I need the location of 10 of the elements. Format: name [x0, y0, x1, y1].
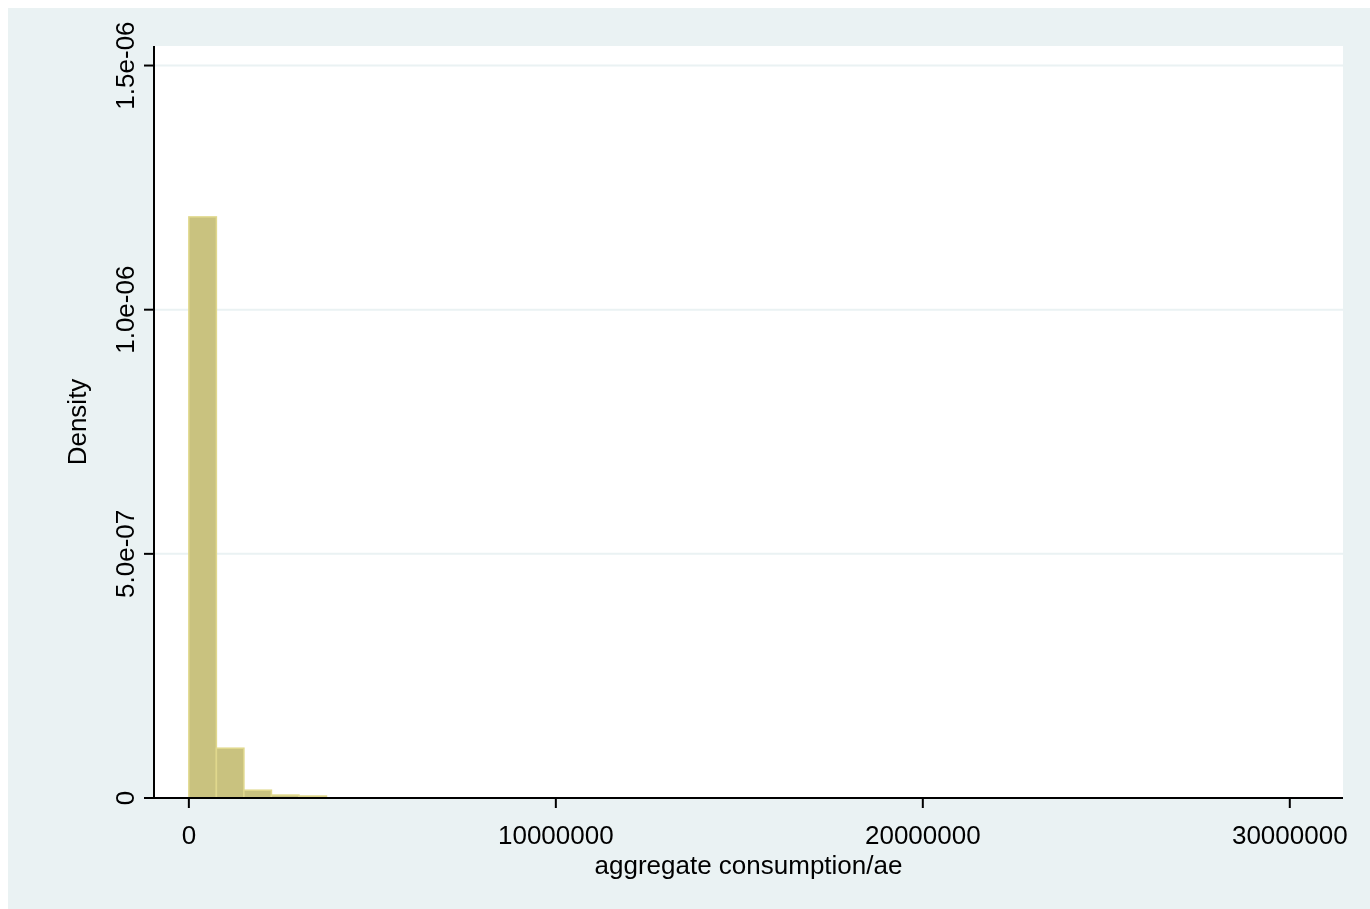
y-axis-title: Density: [62, 378, 92, 466]
y-tick-label: 1.5e-06: [110, 21, 140, 110]
x-axis-title: aggregate consumption/ae: [594, 850, 903, 880]
x-tick-label: 30000000: [1231, 820, 1348, 850]
x-tick-label: 20000000: [864, 820, 981, 850]
y-tick-label: 0: [110, 790, 140, 806]
x-tick-label: 0: [181, 820, 197, 850]
x-tick-label: 10000000: [497, 820, 614, 850]
y-tick-label: 1.0e-06: [110, 265, 140, 354]
y-tick-label: 5.0e-07: [110, 509, 140, 598]
